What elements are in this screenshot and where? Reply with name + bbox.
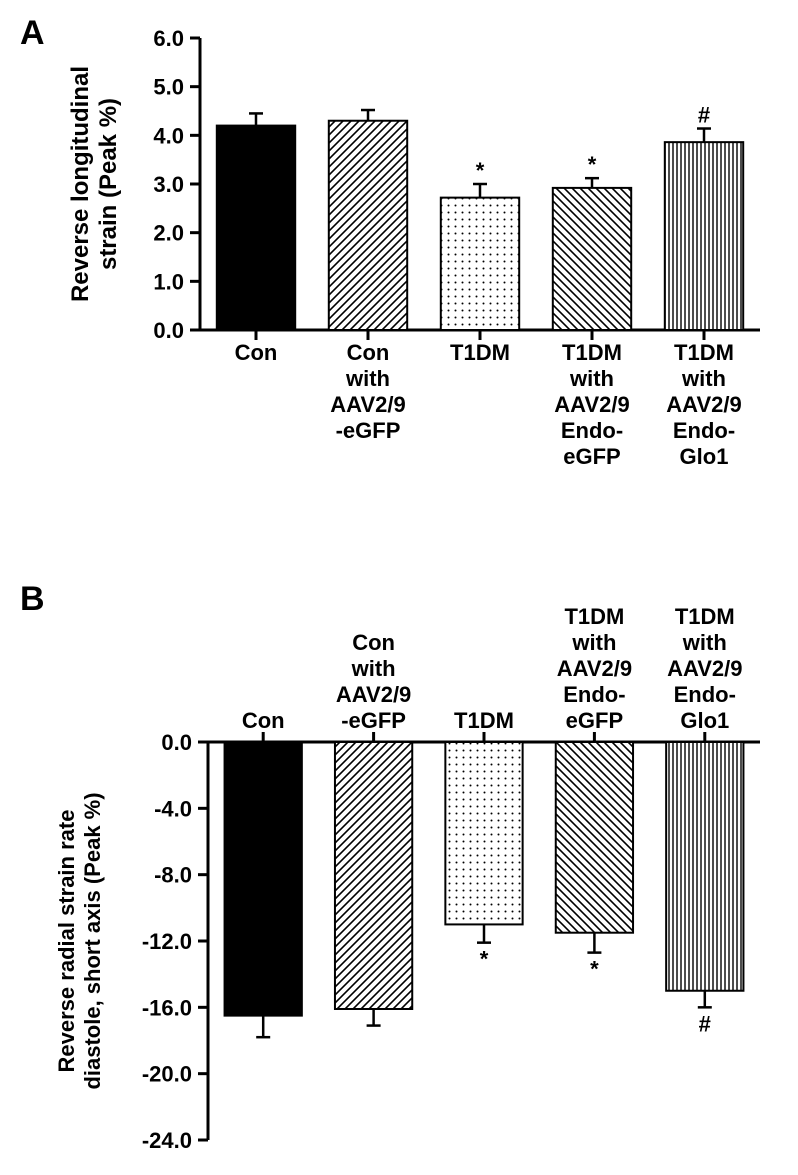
svg-text:with: with	[571, 630, 616, 655]
svg-text:Con: Con	[235, 340, 278, 365]
svg-text:with: with	[351, 656, 396, 681]
svg-text:T1DM: T1DM	[562, 340, 622, 365]
svg-text:Endo-: Endo-	[561, 418, 623, 443]
svg-text:Con: Con	[347, 340, 390, 365]
svg-text:AAV2/9: AAV2/9	[666, 392, 741, 417]
svg-text:*: *	[588, 152, 597, 177]
svg-text:with: with	[569, 366, 614, 391]
svg-text:3.0: 3.0	[153, 172, 184, 197]
svg-text:T1DM: T1DM	[450, 340, 510, 365]
svg-text:5.0: 5.0	[153, 75, 184, 100]
svg-text:eGFP: eGFP	[563, 444, 620, 469]
svg-text:Con: Con	[352, 630, 395, 655]
svg-text:-12.0: -12.0	[142, 929, 192, 954]
svg-text:-16.0: -16.0	[142, 995, 192, 1020]
svg-text:T1DM: T1DM	[454, 708, 514, 733]
figure-page: A 0.01.02.03.04.05.06.0ConConwithAAV2/9-…	[0, 0, 798, 1175]
svg-text:#: #	[699, 1011, 711, 1036]
svg-text:Endo-: Endo-	[673, 418, 735, 443]
panel-a-label: A	[20, 14, 45, 53]
svg-text:-8.0: -8.0	[154, 863, 192, 888]
svg-text:with: with	[682, 630, 727, 655]
svg-text:-20.0: -20.0	[142, 1062, 192, 1087]
svg-text:AAV2/9: AAV2/9	[330, 392, 405, 417]
svg-text:0.0: 0.0	[153, 318, 184, 343]
svg-text:Reverse longitudinalstrain (Pe: Reverse longitudinalstrain (Peak %)	[67, 66, 122, 302]
svg-text:with: with	[681, 366, 726, 391]
svg-text:0.0: 0.0	[161, 730, 192, 755]
svg-text:*: *	[590, 957, 599, 982]
svg-text:2.0: 2.0	[153, 221, 184, 246]
svg-text:Reverse radial strain ratedias: Reverse radial strain ratediastole, shor…	[54, 792, 105, 1089]
panel-a-chart: 0.01.02.03.04.05.06.0ConConwithAAV2/9-eG…	[60, 20, 780, 500]
svg-text:#: #	[698, 103, 710, 128]
svg-text:-24.0: -24.0	[142, 1128, 192, 1153]
svg-text:Endo-: Endo-	[563, 682, 625, 707]
svg-text:-4.0: -4.0	[154, 796, 192, 821]
svg-text:eGFP: eGFP	[566, 708, 623, 733]
svg-text:AAV2/9: AAV2/9	[557, 656, 632, 681]
svg-text:4.0: 4.0	[153, 123, 184, 148]
svg-text:Endo-: Endo-	[674, 682, 736, 707]
svg-text:Glo1: Glo1	[680, 708, 729, 733]
panel-b-chart: 0.0-4.0-8.0-12.0-16.0-20.0-24.0ConConwit…	[40, 586, 780, 1156]
svg-text:-eGFP: -eGFP	[341, 708, 406, 733]
svg-text:with: with	[345, 366, 390, 391]
svg-text:Con: Con	[242, 708, 285, 733]
svg-text:*: *	[480, 947, 489, 972]
svg-text:T1DM: T1DM	[564, 604, 624, 629]
svg-text:-eGFP: -eGFP	[336, 418, 401, 443]
svg-text:Glo1: Glo1	[680, 444, 729, 469]
svg-text:T1DM: T1DM	[674, 340, 734, 365]
svg-text:T1DM: T1DM	[675, 604, 735, 629]
svg-text:AAV2/9: AAV2/9	[336, 682, 411, 707]
svg-text:AAV2/9: AAV2/9	[554, 392, 629, 417]
svg-text:*: *	[476, 158, 485, 183]
svg-text:6.0: 6.0	[153, 26, 184, 51]
svg-text:AAV2/9: AAV2/9	[667, 656, 742, 681]
svg-text:1.0: 1.0	[153, 269, 184, 294]
